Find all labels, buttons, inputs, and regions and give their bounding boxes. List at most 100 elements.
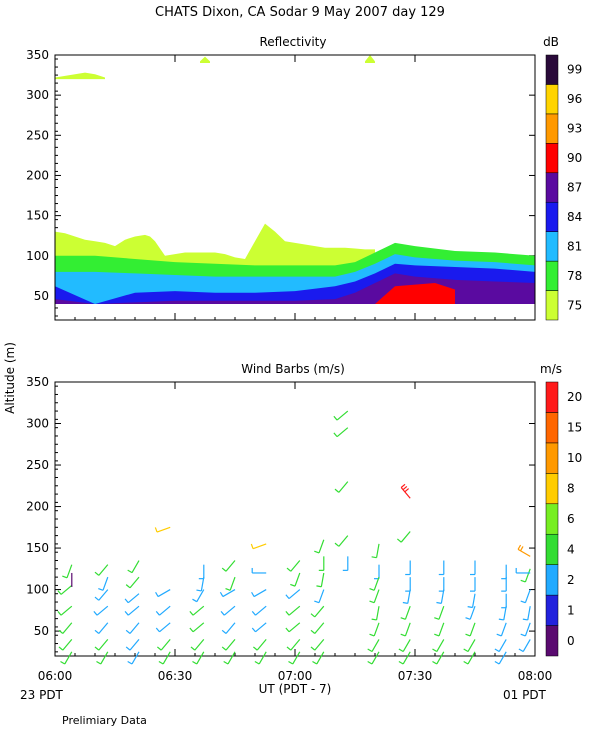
colorbar-label: 4 [567,542,575,556]
wind-barb [155,605,171,616]
wind-barb [522,606,531,621]
barb-staff [196,589,205,603]
colorbar-swatch [545,503,559,535]
wind-barb [494,651,507,665]
colorbar-label: 0 [567,634,575,648]
barb-flag [465,633,471,637]
barb-flag [463,660,469,665]
colorbar-label: 96 [567,92,582,106]
colorbar-label: 1 [567,603,575,617]
wind-barb [470,560,476,576]
wind-barb [252,639,267,651]
barb-staff [62,622,73,634]
wind-barb [465,622,476,637]
wind-barb [156,639,171,651]
wind-barb [434,622,445,637]
wind-barb [94,589,109,601]
barb-flag [155,591,159,597]
colorbar-label: 20 [567,390,582,404]
wind-barb [498,606,507,621]
wind-barb [94,564,109,576]
barb-flag [333,432,338,438]
barb-flag [250,543,254,549]
barb-staff [196,651,205,665]
wind-barbs-panel: Wind Barbs (m/s) m/s 5010015020025030035… [26,362,582,665]
barb-flag [196,589,202,592]
x-tick-label: 08:00 [518,669,553,683]
wind-barb [221,560,236,572]
barb-flag [520,600,526,604]
barb-staff [160,639,171,651]
barb-flag [367,648,373,653]
barb-staff [290,639,301,651]
barb-flag [400,483,406,488]
wind-barb [501,564,507,580]
barb-flag [371,556,377,559]
barb-staff [314,639,325,651]
x-tick-label: 07:30 [398,669,433,683]
wind-barb [58,639,73,651]
barb-flag [62,575,68,579]
barb-flag [404,488,410,493]
wind-barbs-title: Wind Barbs (m/s) [241,362,345,376]
barb-staff [192,622,205,633]
colorbar-label: 81 [567,239,582,253]
wind-barb [494,639,507,653]
wind-barb [310,622,325,634]
wind-barb [58,622,73,634]
plot-frame [54,381,536,657]
wind-barb [124,605,140,616]
colorbar-label: 8 [567,482,575,496]
barb-staff [225,622,236,634]
barb-flag [518,648,524,653]
wind-barb [223,651,236,665]
barb-staff [318,539,325,554]
barb-flag [286,646,292,651]
barb-flag [221,629,227,634]
wind-barb [251,622,267,633]
barb-flag [496,633,502,637]
barb-staff [336,410,349,421]
barb-staff [98,622,109,634]
barb-flag [220,610,225,616]
colorbar-swatch [545,594,559,626]
plot-frame-top [54,54,536,321]
barb-staff [256,639,267,651]
barb-flag [124,610,129,616]
reflectivity-blob [200,56,210,64]
wind-barb [221,639,236,651]
x-tick-label: 07:00 [278,669,313,683]
wind-barb [501,593,507,609]
barb-flag [398,660,404,665]
wind-barb [155,589,171,598]
footer-note: Prelimiary Data [62,714,147,727]
wind-barb [124,593,140,604]
barb-staff [498,639,507,652]
colorbar-label: 75 [567,298,582,312]
barb-staff [471,593,476,608]
barb-flag [517,544,522,550]
wind-barb [198,564,205,580]
wind-barb [312,651,325,665]
colorbar-swatch [545,442,559,474]
barb-staff [469,622,476,637]
wind-barb [520,589,531,604]
barb-staff [225,560,236,572]
barb-staff [156,526,171,533]
wind-barb [189,622,205,633]
y-tick-label: 100 [26,249,49,263]
colorbar-swatch [545,473,559,505]
wind-barb [316,572,325,588]
wind-barb [371,606,380,621]
barb-staff [373,622,380,637]
colorbar-swatch [545,84,559,115]
barb-staff [524,622,531,637]
barb-flag [285,627,290,633]
barb-flag [369,600,375,604]
barb-flag [251,591,255,597]
wind-unit: m/s [540,362,562,376]
barb-flag [494,648,500,653]
barb-flag [125,584,131,589]
wind-barb [154,526,171,533]
barb-flag [432,648,438,653]
